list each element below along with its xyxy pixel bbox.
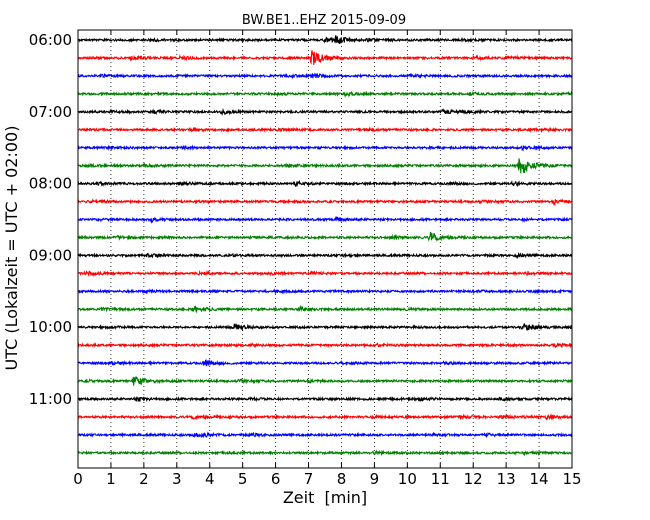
plot-frame: [77, 29, 573, 469]
trace-line: [77, 359, 573, 367]
trace-line: [77, 431, 573, 439]
trace-line: [77, 72, 573, 80]
trace-line: [77, 342, 573, 349]
trace-line: [77, 288, 573, 295]
trace-line: [77, 376, 573, 386]
chart-title: BW.BE1..EHZ 2015-09-09: [242, 13, 406, 28]
x-tick-label: 7: [304, 470, 314, 488]
trace-line: [77, 90, 573, 98]
x-tick-label: 5: [238, 470, 248, 488]
trace-line: [77, 179, 573, 188]
trace-line: [77, 251, 573, 260]
x-tick-label: 10: [398, 470, 417, 488]
trace-line: [77, 231, 573, 242]
y-tick-label: 10:00: [29, 318, 72, 336]
y-tick-label: 09:00: [29, 246, 72, 264]
x-tick-label: 14: [530, 470, 549, 488]
y-tick-label: 07:00: [29, 103, 72, 121]
trace-line: [77, 144, 573, 152]
seismogram-traces: [77, 35, 573, 457]
y-axis-ticks: 06:00 07:00 08:00 09:00 10:00 11:00: [29, 31, 572, 408]
x-axis-label: Zeit [min]: [283, 488, 367, 507]
x-tick-label: 12: [464, 470, 483, 488]
x-tick-label: 1: [106, 470, 116, 488]
x-tick-label: 0: [73, 470, 83, 488]
trace-line: [77, 198, 573, 207]
trace-line: [77, 323, 573, 332]
trace-line: [77, 125, 573, 134]
trace-line: [77, 215, 573, 224]
x-tick-label: 11: [431, 470, 450, 488]
y-tick-label: 11:00: [29, 390, 72, 408]
y-tick-label: 08:00: [29, 175, 72, 193]
trace-line: [77, 158, 573, 174]
x-tick-label: 6: [271, 470, 281, 488]
trace-line: [77, 413, 573, 421]
x-axis-ticks: 0 1 2 3 4 5 6 7 8 9 10 11 12 13 14 15: [73, 30, 582, 488]
trace-line: [77, 395, 573, 403]
x-tick-label: 3: [172, 470, 182, 488]
trace-line: [77, 107, 573, 117]
x-tick-label: 8: [337, 470, 347, 488]
x-tick-label: 4: [205, 470, 215, 488]
trace-line: [77, 269, 573, 278]
x-tick-label: 13: [497, 470, 516, 488]
x-tick-label: 2: [139, 470, 149, 488]
y-tick-label: 06:00: [29, 31, 72, 49]
trace-line: [77, 304, 573, 314]
trace-line: [77, 449, 573, 457]
y-axis-label: UTC (Lokalzeit = UTC + 02:00): [2, 126, 21, 371]
x-tick-label: 9: [370, 470, 380, 488]
trace-line: [77, 35, 573, 44]
trace-line: [77, 50, 573, 65]
x-tick-label: 15: [562, 470, 581, 488]
